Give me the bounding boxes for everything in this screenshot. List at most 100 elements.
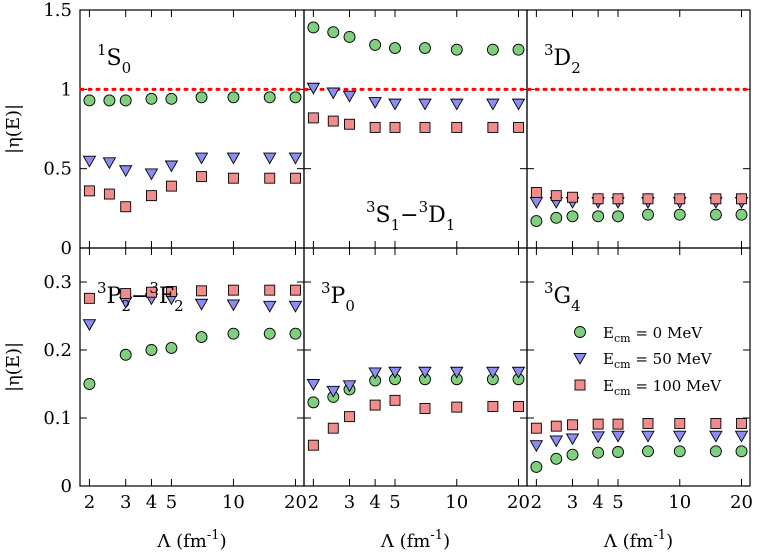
data-point [288, 152, 303, 165]
data-point [83, 378, 96, 390]
data-point [641, 430, 655, 443]
data-point [612, 446, 624, 458]
data-point [513, 400, 524, 412]
data-point [119, 94, 132, 107]
panel-label: 3S1−3D1 [366, 198, 455, 234]
data-point [262, 152, 277, 165]
legend-label: Ecm = 0 MeV [603, 324, 703, 345]
data-point [343, 31, 356, 43]
data-point [262, 300, 277, 313]
y-tick-label: 1.5 [43, 0, 72, 21]
data-point [326, 385, 341, 398]
data-point [592, 446, 605, 459]
data-point [451, 121, 463, 133]
data-point [388, 98, 402, 111]
x-tick-label: 4 [369, 492, 380, 513]
data-point [144, 168, 159, 181]
data-point [307, 396, 320, 409]
x-tick-label: 3 [120, 492, 131, 513]
data-point [486, 98, 500, 111]
data-point [710, 417, 722, 429]
data-point [449, 366, 464, 379]
data-point [672, 430, 687, 443]
x-tick-label: 20 [507, 492, 530, 513]
data-point [642, 445, 654, 458]
data-point [83, 185, 95, 197]
x-tick-label: 5 [389, 492, 400, 513]
panel-2-data [529, 187, 749, 227]
data-point [103, 94, 116, 107]
panel-frames [79, 9, 751, 487]
x-tick-label: 10 [222, 492, 245, 513]
data-point [419, 42, 431, 55]
data-point [566, 210, 579, 223]
data-point [368, 367, 382, 380]
data-point [82, 155, 97, 168]
data-point [369, 38, 382, 51]
x-tick-label: 2 [84, 492, 95, 513]
x-tick-label: 5 [166, 492, 177, 513]
data-point [486, 366, 500, 379]
data-point [511, 366, 526, 379]
data-point [592, 193, 604, 205]
data-point [165, 92, 178, 105]
data-point [194, 298, 209, 311]
data-point [344, 118, 355, 130]
data-point [592, 418, 604, 430]
panel-1-data [306, 21, 526, 133]
data-point [263, 327, 276, 340]
data-point [710, 193, 722, 205]
data-point [327, 26, 340, 39]
panel-label: 3P0 [321, 279, 355, 315]
data-point [449, 98, 464, 111]
x-tick-label: 2 [531, 492, 542, 513]
data-point [418, 366, 432, 379]
data-point [263, 91, 276, 104]
data-point [369, 399, 381, 411]
data-point [550, 190, 562, 202]
panel-label: 3P2−3F2 [97, 279, 184, 315]
x-tick-label: 10 [668, 492, 691, 513]
data-point [165, 286, 177, 297]
data-point [389, 42, 401, 55]
x-axis-label: Λ (fm-1) [156, 528, 226, 552]
y-tick-label: 0.5 [43, 159, 72, 180]
data-point [264, 172, 276, 184]
x-tick-label: 4 [592, 492, 603, 513]
panel-3-data [82, 284, 303, 390]
x-tick-label: 20 [284, 492, 307, 513]
x-tick-label: 20 [730, 492, 753, 513]
data-point [194, 152, 209, 165]
y-tick-label: 0 [61, 238, 72, 259]
data-point [145, 92, 158, 105]
panel-border [526, 247, 751, 487]
data-point [226, 152, 241, 165]
data-point [369, 121, 381, 133]
data-point [642, 193, 654, 205]
data-point [450, 43, 463, 56]
y-tick-label: 1 [61, 79, 72, 100]
data-point [289, 327, 302, 340]
data-point [591, 431, 605, 444]
data-point [530, 461, 543, 473]
data-point [389, 121, 401, 133]
data-point [709, 208, 722, 221]
data-point [419, 121, 431, 133]
data-point [307, 112, 319, 124]
data-point [565, 433, 580, 446]
data-point [529, 440, 544, 453]
data-point [227, 284, 239, 296]
x-axis-label: Λ (fm-1) [603, 528, 673, 552]
data-point [736, 193, 747, 205]
data-point [642, 208, 654, 221]
data-point [145, 344, 158, 356]
data-point [307, 439, 319, 451]
data-point [83, 94, 96, 107]
data-point [389, 394, 401, 406]
y-axis-label: |η(E)| [3, 342, 24, 392]
legend: Ecm = 0 MeV Ecm = 50 MeV Ecm = 100 MeV [573, 324, 722, 398]
x-tick-label: 5 [612, 492, 623, 513]
legend-marker [574, 326, 586, 338]
data-point [368, 97, 382, 109]
